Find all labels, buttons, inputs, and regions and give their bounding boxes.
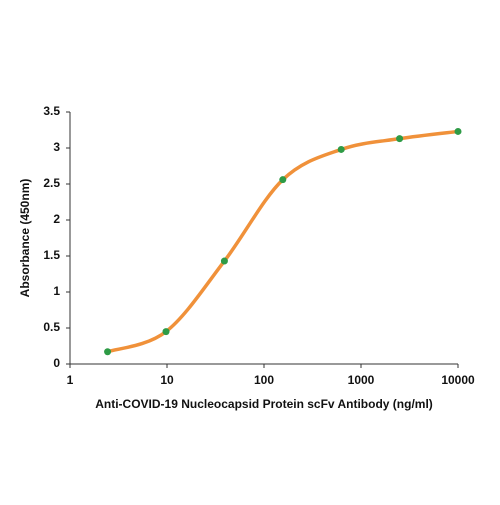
data-point: [220, 257, 228, 265]
data-point: [104, 348, 112, 356]
x-tick-label: 100: [254, 373, 274, 387]
data-point: [162, 328, 170, 336]
x-tick-label: 10: [160, 373, 174, 387]
y-axis-label: Absorbance (450nm): [18, 179, 32, 298]
data-point: [337, 145, 345, 153]
y-tick-label: 2.5: [43, 176, 60, 190]
x-tick-label: 10000: [441, 373, 475, 387]
y-tick-label: 1: [53, 284, 60, 298]
x-tick-label: 1: [67, 373, 74, 387]
y-tick-label: 1.5: [43, 248, 60, 262]
y-tick-label: 0.5: [43, 320, 60, 334]
y-tick-label: 0: [53, 356, 60, 370]
x-tick-label: 1000: [348, 373, 375, 387]
x-axis-label: Anti-COVID-19 Nucleocapsid Protein scFv …: [95, 397, 433, 411]
y-tick-label: 3: [53, 140, 60, 154]
data-point: [396, 135, 404, 143]
curve: [107, 129, 459, 354]
y-tick-label: 3.5: [43, 104, 60, 118]
y-tick-label: 2: [53, 212, 60, 226]
data-point: [454, 127, 462, 135]
data-point: [279, 176, 287, 184]
